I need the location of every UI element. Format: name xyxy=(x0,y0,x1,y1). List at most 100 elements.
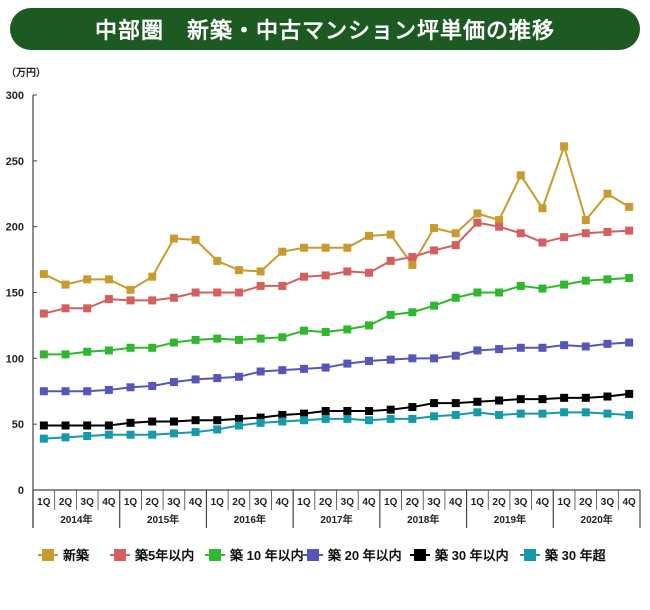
data-point xyxy=(169,378,178,387)
data-point xyxy=(603,227,612,236)
data-point xyxy=(126,343,135,352)
data-point xyxy=(560,233,569,242)
x-tick-label: 3Q xyxy=(81,497,95,508)
data-point xyxy=(343,325,352,334)
data-point xyxy=(386,310,395,319)
legend-marker xyxy=(42,549,54,561)
x-tick-label: 2Q xyxy=(579,497,593,508)
data-point xyxy=(299,326,308,335)
data-point xyxy=(516,343,525,352)
data-point xyxy=(386,414,395,423)
data-point xyxy=(299,364,308,373)
data-point xyxy=(234,372,243,381)
data-point xyxy=(625,202,634,211)
data-point xyxy=(365,231,374,240)
data-point xyxy=(516,409,525,418)
data-point xyxy=(430,223,439,232)
series-line xyxy=(43,277,630,356)
data-point xyxy=(430,412,439,421)
data-point xyxy=(451,241,460,250)
y-tick-label: 50 xyxy=(12,419,24,431)
data-point xyxy=(148,272,157,281)
x-tick-label: 3Q xyxy=(341,497,355,508)
x-tick-label: 2Q xyxy=(406,497,420,508)
x-year-label: 2019年 xyxy=(494,513,526,526)
data-point xyxy=(278,410,287,419)
data-point xyxy=(278,417,287,426)
x-tick-label: 4Q xyxy=(189,497,203,508)
data-point xyxy=(213,425,222,434)
data-point xyxy=(39,434,48,443)
x-tick-label: 3Q xyxy=(514,497,528,508)
data-point xyxy=(278,366,287,375)
legend-marker xyxy=(414,549,426,561)
data-point xyxy=(365,356,374,365)
data-point xyxy=(343,243,352,252)
data-point xyxy=(278,247,287,256)
data-point xyxy=(625,274,634,283)
data-point xyxy=(560,341,569,350)
data-point xyxy=(408,414,417,423)
data-point xyxy=(234,288,243,297)
data-point xyxy=(126,285,135,294)
x-tick-label: 3Q xyxy=(427,497,441,508)
data-point xyxy=(83,432,92,441)
data-point xyxy=(365,416,374,425)
data-point xyxy=(495,396,504,405)
data-point xyxy=(408,403,417,412)
x-tick-label: 4Q xyxy=(622,497,636,508)
data-point xyxy=(169,234,178,243)
y-tick-label: 300 xyxy=(6,90,24,102)
data-point xyxy=(256,334,265,343)
data-point xyxy=(343,359,352,368)
data-point xyxy=(126,296,135,305)
data-point xyxy=(343,414,352,423)
x-tick-label: 2Q xyxy=(59,497,73,508)
data-point xyxy=(343,267,352,276)
data-point xyxy=(213,288,222,297)
data-point xyxy=(213,374,222,383)
data-point xyxy=(256,418,265,427)
data-point xyxy=(473,218,482,227)
data-point xyxy=(61,433,70,442)
data-point xyxy=(321,414,330,423)
data-point xyxy=(39,350,48,359)
data-point xyxy=(451,351,460,360)
x-tick-label: 3Q xyxy=(254,497,268,508)
data-point xyxy=(343,407,352,415)
data-point xyxy=(625,410,634,419)
series-line xyxy=(43,221,630,315)
data-point xyxy=(538,343,547,352)
data-point xyxy=(191,416,200,425)
x-tick-label: 1Q xyxy=(124,497,138,508)
data-point xyxy=(581,342,590,351)
x-tick-label: 4Q xyxy=(276,497,290,508)
data-point xyxy=(560,393,569,402)
x-tick-label: 1Q xyxy=(37,497,51,508)
data-point xyxy=(126,383,135,392)
data-point xyxy=(61,304,70,313)
data-point xyxy=(495,410,504,419)
data-point xyxy=(39,270,48,279)
data-point xyxy=(538,409,547,418)
data-point xyxy=(234,266,243,275)
data-point xyxy=(625,226,634,235)
data-point xyxy=(430,301,439,310)
data-point xyxy=(278,333,287,342)
data-point xyxy=(560,280,569,289)
data-point xyxy=(256,281,265,290)
x-year-label: 2017年 xyxy=(320,513,352,526)
data-point xyxy=(191,288,200,297)
data-point xyxy=(61,350,70,359)
data-point xyxy=(104,275,113,284)
data-point xyxy=(39,309,48,318)
data-point xyxy=(104,421,113,430)
data-point xyxy=(408,260,417,269)
data-point xyxy=(473,408,482,417)
data-point xyxy=(104,385,113,394)
data-point xyxy=(365,321,374,330)
legend-marker xyxy=(524,549,536,561)
x-tick-label: 2Q xyxy=(492,497,506,508)
data-point xyxy=(104,295,113,304)
